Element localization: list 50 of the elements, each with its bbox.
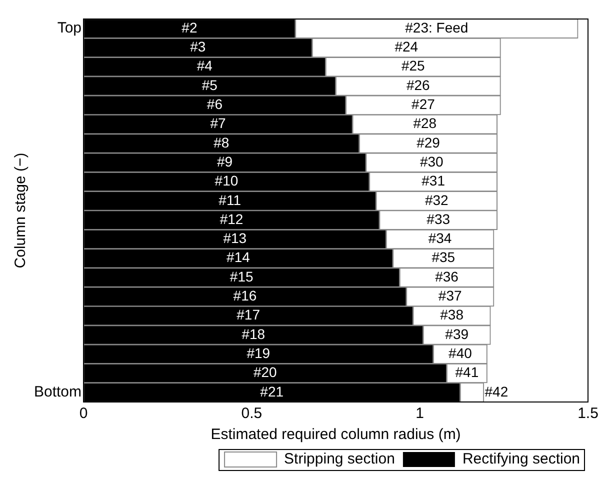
annotation: #11: [218, 192, 242, 208]
annotation: #12: [220, 210, 244, 227]
annotation: #39: [445, 326, 469, 342]
annotation: #18: [242, 326, 266, 342]
annotation: #34: [428, 230, 452, 246]
y-axis-title: Column stage (−): [12, 152, 30, 268]
annotation: #2: [182, 19, 198, 36]
annotation: #6: [206, 96, 223, 112]
annotation: #10: [214, 172, 238, 189]
x-axis-title: Estimated required column radius (m): [210, 426, 461, 444]
annotation: #40: [448, 344, 472, 361]
annotation: #31: [422, 172, 446, 189]
annotation: #26: [406, 76, 430, 93]
x-tick-label: 0.5: [241, 405, 262, 422]
annotation: #5: [202, 76, 218, 93]
annotation: #28: [413, 115, 437, 132]
annotation: #27: [412, 96, 436, 112]
annotation: #41: [455, 364, 479, 380]
annotation: #24: [394, 38, 418, 55]
annotation: #13: [223, 230, 247, 246]
annotation: #4: [196, 58, 213, 74]
annotation: #8: [214, 134, 230, 150]
x-tick-label: 1.5: [578, 405, 598, 422]
annotation: #33: [426, 210, 450, 227]
legend-label: Rectifying section: [462, 450, 580, 468]
annotation: #38: [440, 306, 464, 323]
annotation: #21: [260, 383, 284, 400]
x-tick-label: 1: [416, 405, 424, 422]
annotation: #9: [216, 153, 233, 170]
annotation: #32: [424, 192, 449, 208]
annotation: #3: [190, 38, 206, 55]
annotation: #19: [246, 344, 270, 361]
annotation: #14: [226, 249, 250, 266]
annotation: #35: [432, 249, 456, 266]
annotation: #25: [401, 58, 426, 74]
annotation: #23: Feed: [405, 19, 468, 36]
annotation: #30: [420, 153, 444, 170]
annotation: #15: [230, 268, 254, 284]
legend-label: Stripping section: [284, 450, 395, 468]
x-tick-label: 0: [79, 405, 88, 422]
annotation: #36: [435, 268, 459, 284]
annotation: #17: [236, 306, 260, 323]
annotation: #7: [210, 115, 226, 132]
annotation: #37: [438, 288, 462, 304]
annotation: #29: [416, 134, 440, 150]
annotation: #16: [233, 288, 257, 304]
annotation: #42: [484, 383, 508, 400]
annotation: #20: [253, 364, 278, 380]
y-tick-label: Bottom: [34, 384, 82, 401]
y-tick-label: Top: [57, 20, 82, 37]
